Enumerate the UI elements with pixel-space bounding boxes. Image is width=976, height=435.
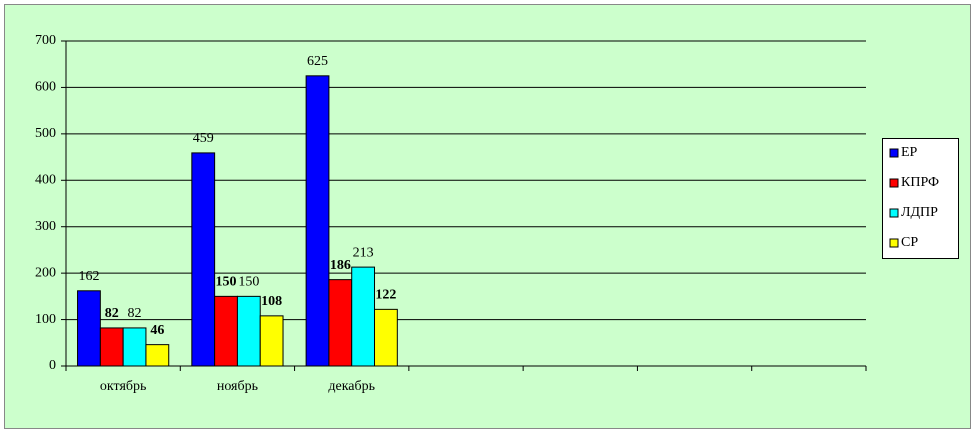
- y-tick-label: 200: [35, 265, 56, 280]
- legend-swatch: [889, 208, 899, 218]
- bar: [77, 290, 101, 367]
- data-label: 122: [375, 288, 396, 303]
- bar: [236, 295, 261, 367]
- data-label: 162: [78, 269, 99, 284]
- bar: [305, 75, 330, 367]
- legend-swatch: [889, 178, 899, 188]
- x-tick-label: ноябрь: [217, 379, 258, 394]
- data-label: 186: [330, 258, 351, 273]
- data-label: 82: [128, 306, 142, 321]
- bar: [145, 344, 170, 367]
- data-label: 625: [307, 54, 328, 69]
- bar: [214, 295, 238, 367]
- data-label: 82: [105, 306, 119, 321]
- legend-label: ЕР: [901, 145, 918, 160]
- legend-label: КПРФ: [901, 175, 939, 190]
- legend-swatch: [889, 238, 899, 248]
- data-label: 46: [150, 323, 164, 338]
- bar: [374, 308, 398, 367]
- y-tick-label: 700: [35, 33, 56, 48]
- bar: [191, 152, 216, 367]
- legend-swatch: [889, 148, 899, 158]
- data-label: 213: [353, 245, 374, 260]
- y-tick-label: 0: [49, 358, 56, 373]
- bar: [351, 266, 376, 367]
- y-tick-label: 400: [35, 173, 56, 188]
- x-tick-label: октябрь: [100, 379, 147, 394]
- legend-label: ЛДПР: [901, 205, 938, 220]
- y-tick-label: 100: [35, 312, 56, 327]
- y-tick-label: 600: [35, 80, 56, 95]
- y-tick-label: 500: [35, 126, 56, 141]
- bar: [259, 315, 284, 367]
- data-label: 108: [261, 294, 282, 309]
- data-label: 150: [216, 275, 237, 290]
- bar: [328, 279, 353, 367]
- y-tick-label: 300: [35, 219, 56, 234]
- data-label: 150: [238, 275, 259, 290]
- bar: [99, 327, 124, 367]
- data-label: 459: [193, 131, 214, 146]
- x-tick-label: декабрь: [328, 379, 375, 394]
- bar: [122, 327, 147, 367]
- legend-label: СР: [901, 235, 918, 250]
